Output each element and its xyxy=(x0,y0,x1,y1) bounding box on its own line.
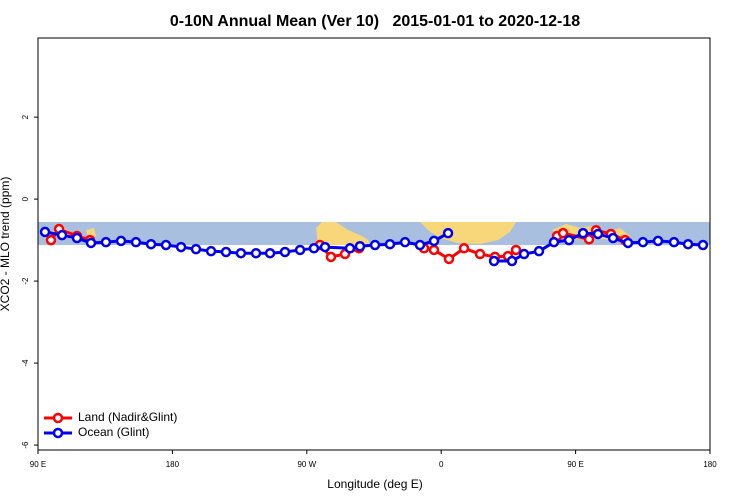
x-tick-label: 180 xyxy=(703,460,717,469)
data-point xyxy=(414,239,426,251)
data-point xyxy=(557,227,569,239)
data-point xyxy=(622,237,634,249)
data-point xyxy=(563,234,575,246)
data-point xyxy=(458,243,470,254)
data-point xyxy=(488,255,500,267)
x-tick-label: 90 W xyxy=(297,460,316,469)
data-point xyxy=(506,255,518,267)
data-point xyxy=(518,248,530,260)
x-tick-label: 180 xyxy=(166,460,180,469)
data-point xyxy=(145,238,157,250)
data-point xyxy=(443,253,455,265)
data-point xyxy=(428,235,440,247)
data-point xyxy=(442,227,454,239)
data-point xyxy=(160,239,172,251)
data-point xyxy=(548,236,560,248)
data-point xyxy=(510,244,522,256)
data-point xyxy=(325,251,337,263)
chart-title: 0-10N Annual Mean (Ver 10) 2015-01-01 to… xyxy=(170,13,580,30)
data-point xyxy=(668,236,680,248)
x-tick-label: 90 E xyxy=(567,460,583,469)
data-point xyxy=(279,246,291,258)
y-tick-label: -4 xyxy=(21,359,30,367)
data-point xyxy=(56,229,68,241)
plot-frame xyxy=(37,37,711,451)
data-point xyxy=(607,232,619,244)
y-tick-label: 0 xyxy=(21,196,30,201)
legend-marker xyxy=(52,427,64,439)
data-point xyxy=(294,244,306,256)
data-point xyxy=(115,235,127,247)
data-point xyxy=(235,247,247,259)
data-point xyxy=(592,228,604,240)
data-point xyxy=(369,239,381,251)
data-point xyxy=(344,243,356,254)
y-axis-label: XCO2 - MLO trend (ppm) xyxy=(0,177,12,312)
data-point xyxy=(319,241,331,253)
y-tick-label: -2 xyxy=(21,277,30,285)
data-point xyxy=(428,244,440,256)
data-point xyxy=(637,236,649,248)
x-tick-label: 0 xyxy=(439,460,444,469)
data-point xyxy=(39,226,51,238)
data-point xyxy=(175,241,187,253)
data-point xyxy=(577,227,589,239)
legend-label: Ocean (Glint) xyxy=(78,425,149,439)
data-point xyxy=(697,239,709,251)
legend-marker xyxy=(52,412,64,424)
data-point xyxy=(533,245,545,257)
data-point xyxy=(354,241,366,252)
data-point xyxy=(264,247,276,259)
legend-label: Land (Nadir&Glint) xyxy=(78,410,177,424)
data-point xyxy=(100,236,112,248)
data-point xyxy=(250,247,262,259)
data-point xyxy=(399,236,411,248)
data-point xyxy=(652,235,664,247)
data-point xyxy=(205,245,217,257)
data-point xyxy=(682,238,694,250)
map-land xyxy=(420,222,516,244)
map-ocean xyxy=(38,222,710,245)
data-point xyxy=(220,246,232,258)
y-tick-label: -6 xyxy=(21,441,30,449)
data-point xyxy=(583,234,595,245)
data-point xyxy=(384,238,396,250)
x-axis-label: Longitude (deg E) xyxy=(327,477,422,491)
map-land xyxy=(316,222,370,245)
data-point xyxy=(190,243,202,255)
data-point xyxy=(85,237,97,249)
x-tick-label: 90 E xyxy=(30,460,46,469)
data-point xyxy=(71,232,83,244)
data-point xyxy=(45,234,57,246)
data-point xyxy=(130,236,142,248)
data-point xyxy=(474,248,486,260)
y-tick-label: 2 xyxy=(21,114,30,119)
data-point xyxy=(308,243,320,254)
series-line xyxy=(49,227,626,261)
